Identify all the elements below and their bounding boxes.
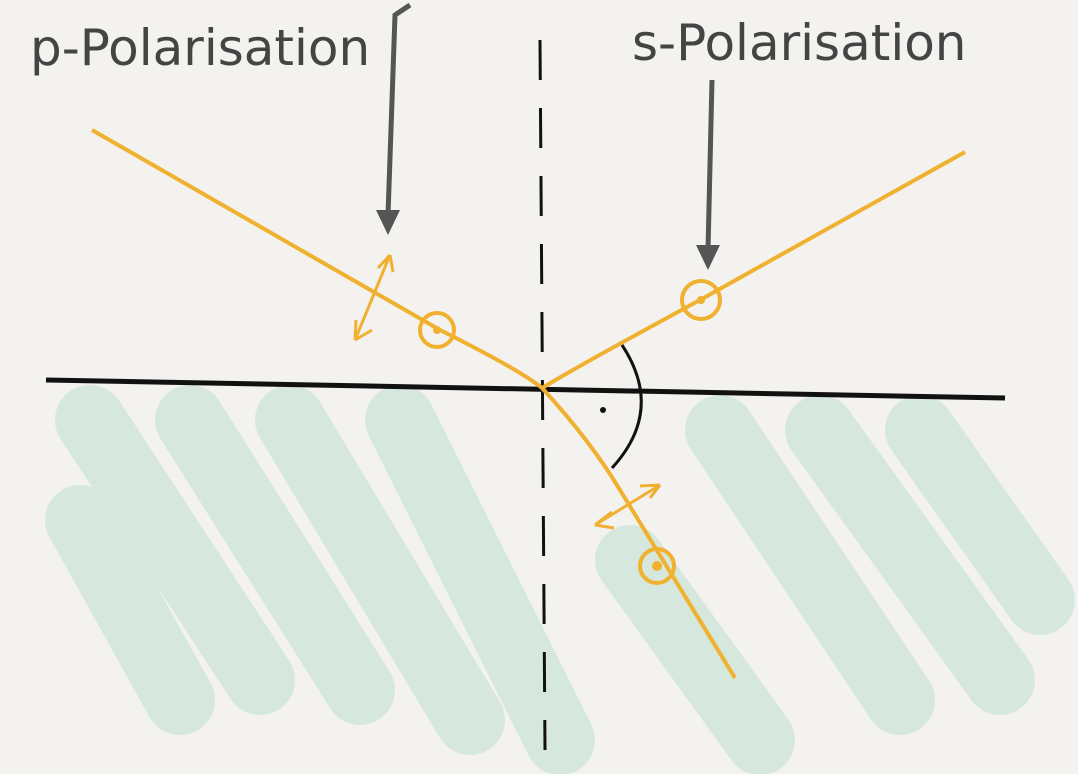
interface: [45, 377, 1006, 401]
incident-ray: [91, 128, 544, 390]
dots: [433, 296, 705, 571]
p-arrow: [353, 253, 395, 342]
pointers: [376, 2, 720, 270]
s-symbol: [418, 311, 456, 349]
normal-line: [538, 39, 547, 751]
angle-arc: [610, 344, 643, 470]
reflected-ray: [540, 150, 966, 390]
refracted-ray: [540, 386, 737, 680]
p-arrow: [594, 483, 662, 530]
rays: [91, 128, 966, 680]
medium-hatching: [45, 385, 1075, 774]
s-symbol: [638, 547, 676, 585]
label: s-Polarisation: [632, 14, 967, 72]
right-angle-dot: [600, 407, 606, 413]
s-symbol: [680, 279, 722, 321]
label: p-Polarisation: [30, 19, 370, 77]
